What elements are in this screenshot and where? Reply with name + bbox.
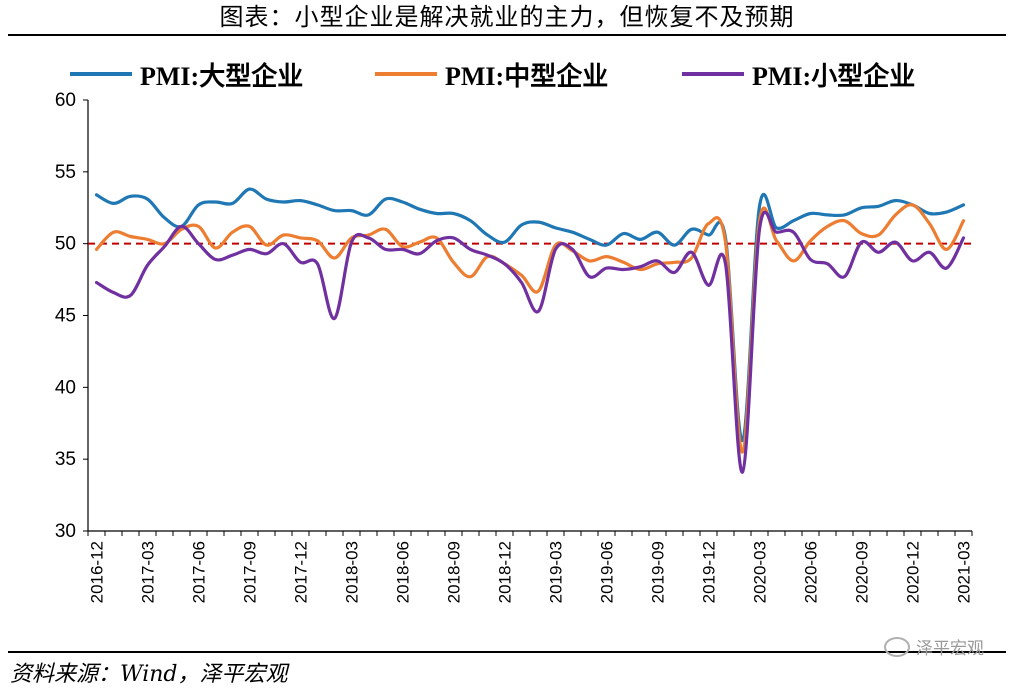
x-tick-label: 2018-12 xyxy=(496,541,515,603)
legend-label-large: PMI:大型企业 xyxy=(140,61,304,91)
x-tick-label: 2017-03 xyxy=(139,541,158,603)
series-line-small xyxy=(94,210,966,474)
wechat-icon xyxy=(884,636,910,657)
x-tick-label: 2019-03 xyxy=(547,541,566,603)
y-tick-label: 55 xyxy=(55,162,76,183)
x-tick-label: 2021-03 xyxy=(955,541,974,603)
legend: PMI:大型企业 PMI:中型企业 PMI:小型企业 xyxy=(70,56,1000,92)
y-tick-label: 60 xyxy=(55,90,76,111)
legend-swatch-large xyxy=(70,72,132,76)
bottom-rule xyxy=(8,651,1006,653)
y-tick-label: 30 xyxy=(55,521,76,542)
y-tick-label: 50 xyxy=(55,234,76,255)
x-tick-label: 2018-03 xyxy=(343,541,362,603)
x-tick-label: 2018-06 xyxy=(394,541,413,603)
x-tick-label: 2018-09 xyxy=(445,541,464,603)
x-tick-label: 2017-06 xyxy=(190,541,209,603)
y-tick-label: 35 xyxy=(55,449,76,470)
x-tick-label: 2020-03 xyxy=(751,541,770,603)
x-tick-label: 2020-06 xyxy=(802,541,821,603)
x-tick-label: 2019-06 xyxy=(598,541,617,603)
y-tick-label: 45 xyxy=(55,306,76,327)
legend-swatch-small xyxy=(682,72,744,76)
x-tick-label: 2020-12 xyxy=(904,541,923,603)
legend-item-large: PMI:大型企业 xyxy=(70,56,303,92)
x-tick-label: 2016-12 xyxy=(88,541,107,603)
x-tick-label: 2019-09 xyxy=(649,541,668,603)
legend-label-medium: PMI:中型企业 xyxy=(445,61,609,91)
x-tick-label: 2017-12 xyxy=(292,541,311,603)
legend-label-small: PMI:小型企业 xyxy=(752,61,916,91)
x-tick-label: 2020-09 xyxy=(853,541,872,603)
legend-swatch-medium xyxy=(375,72,437,76)
x-tick-label: 2017-09 xyxy=(241,541,260,603)
source-note: 资料来源：Wind，泽平宏观 xyxy=(10,662,288,687)
watermark: 泽平宏观 xyxy=(884,634,984,659)
chart-title: 图表：小型企业是解决就业的主力，但恢复不及预期 xyxy=(219,3,795,31)
series-line-medium xyxy=(94,203,966,454)
legend-item-medium: PMI:中型企业 xyxy=(375,56,608,92)
legend-item-small: PMI:小型企业 xyxy=(682,56,915,92)
watermark-text: 泽平宏观 xyxy=(916,639,984,659)
y-tick-label: 40 xyxy=(55,377,76,398)
series-line-large xyxy=(94,187,966,443)
x-tick-label: 2019-12 xyxy=(700,541,719,603)
top-rule xyxy=(8,34,1006,36)
